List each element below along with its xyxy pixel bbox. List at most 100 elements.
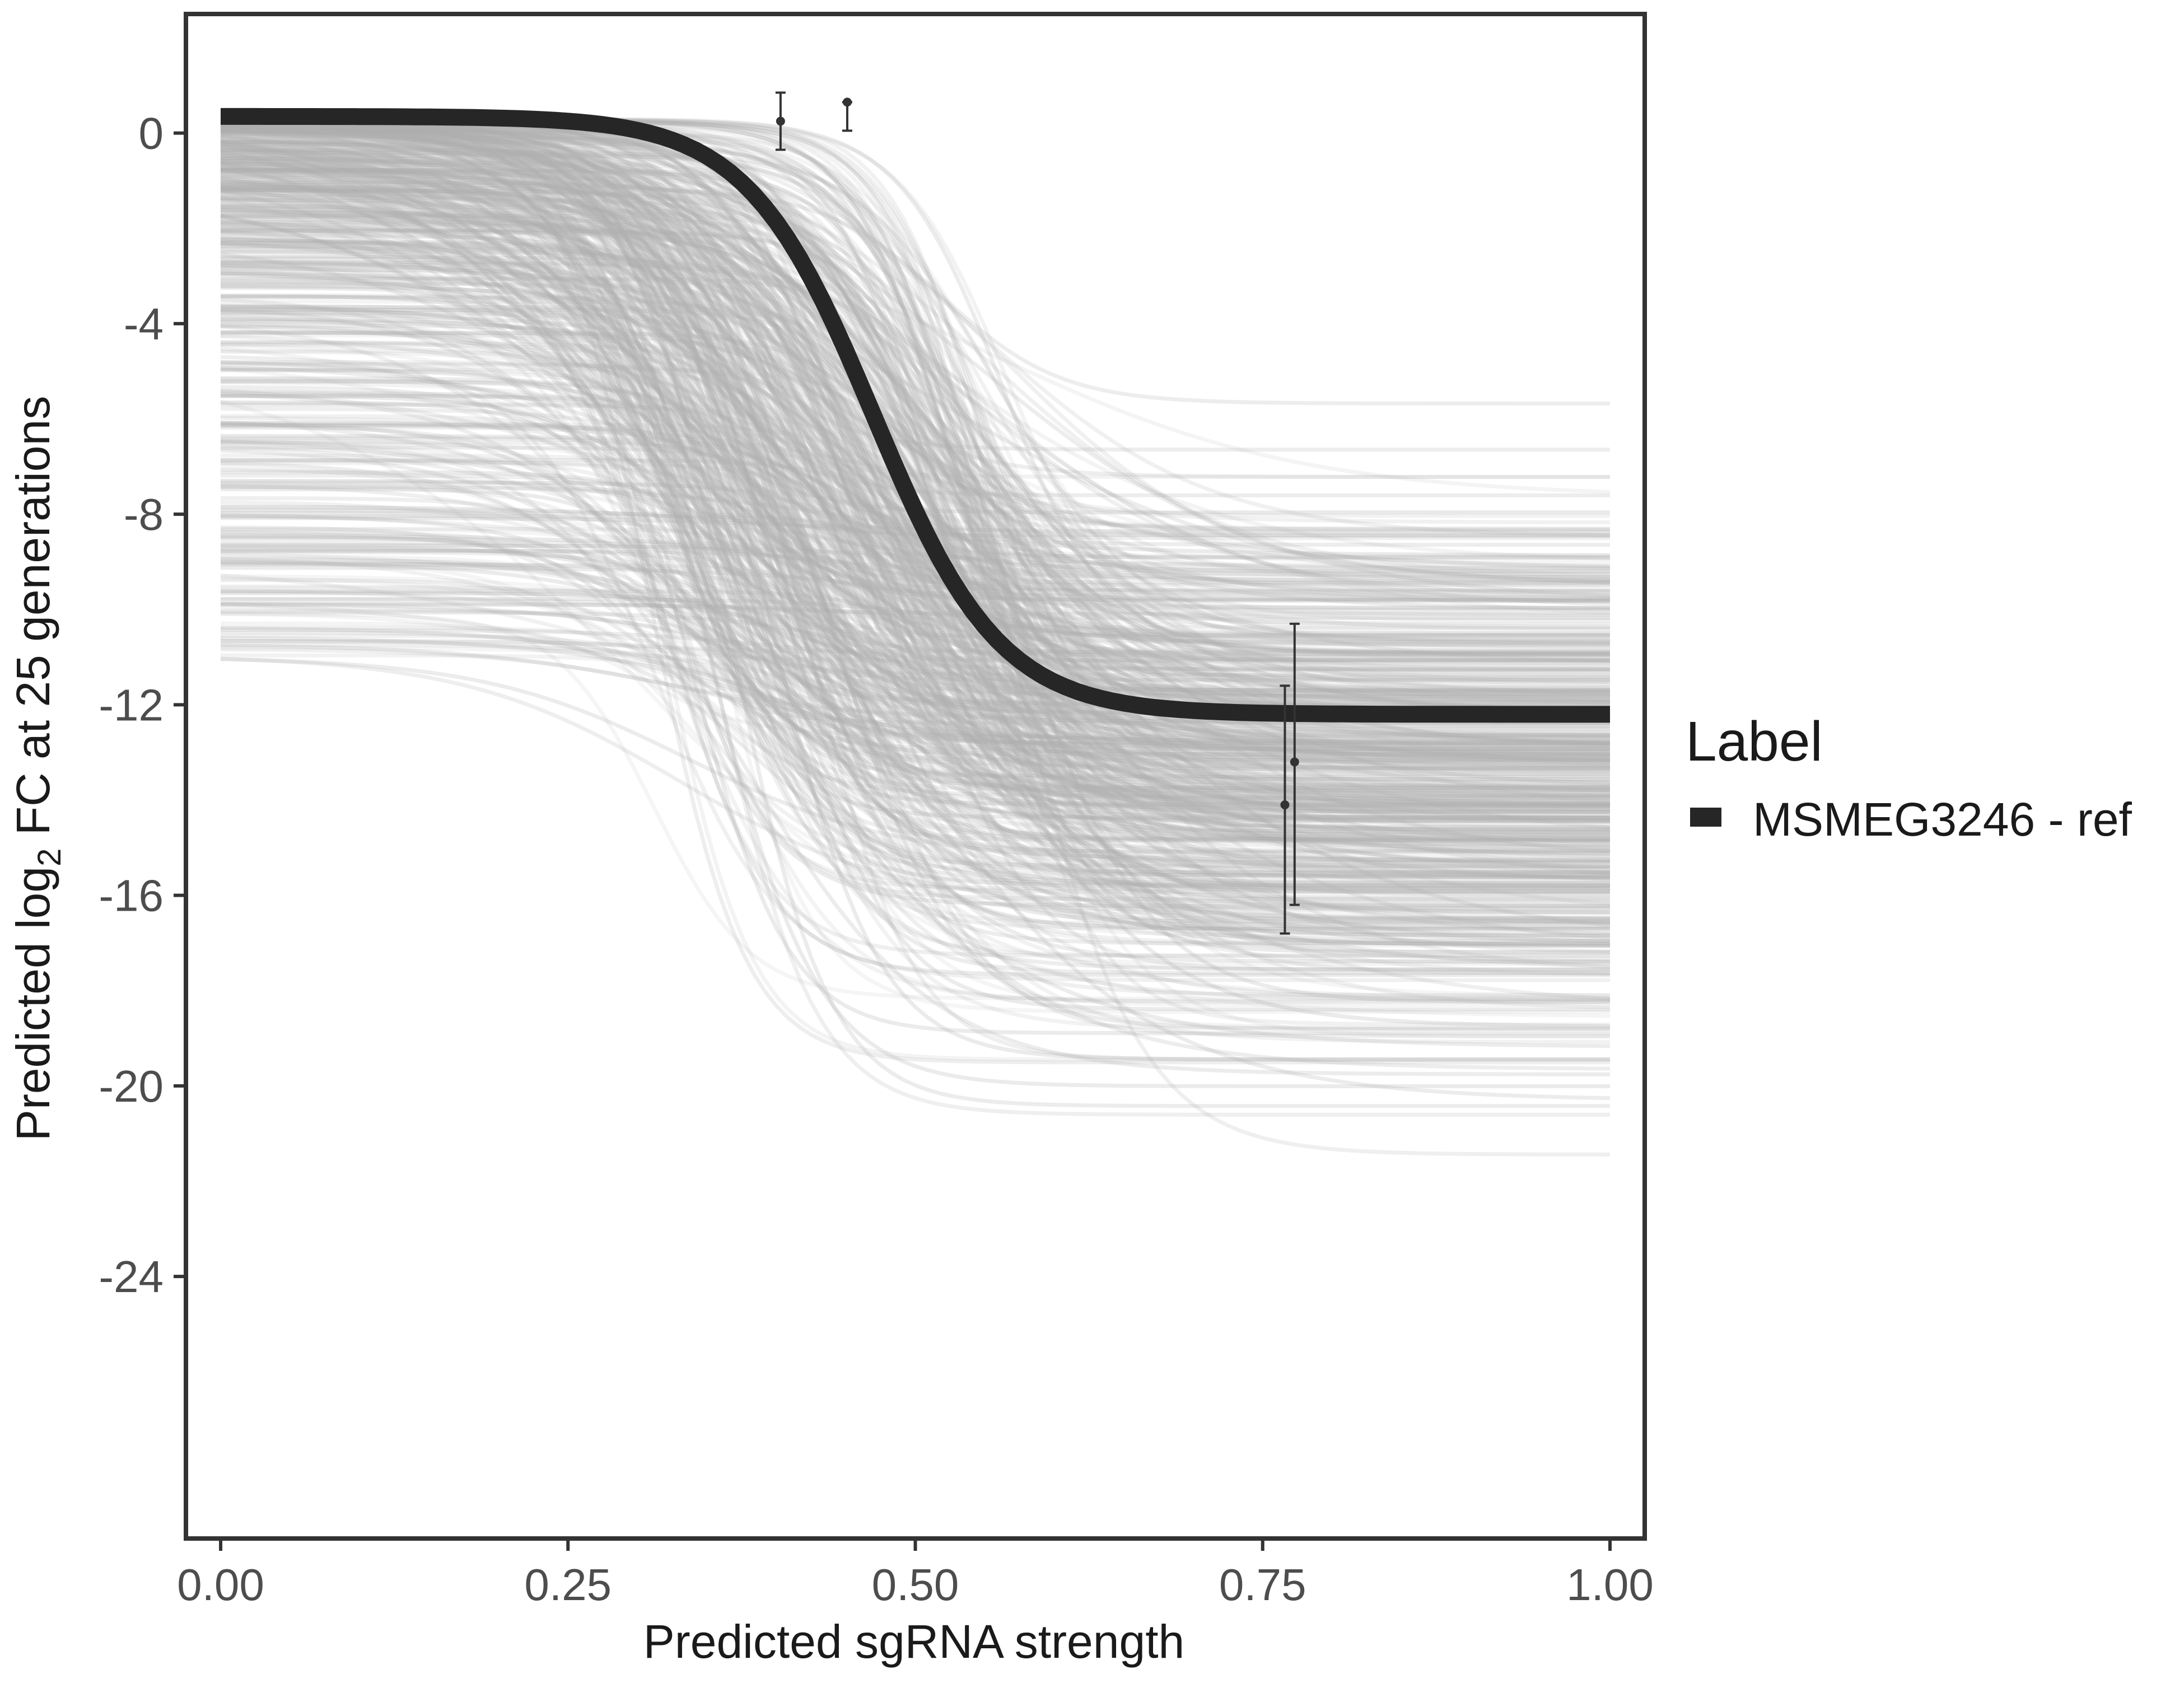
posterior-draw-line <box>220 118 1610 641</box>
posterior-draw-line <box>221 124 1610 814</box>
posterior-draw-line <box>220 377 1610 630</box>
posterior-draw-line <box>220 171 1610 809</box>
posterior-draw-line <box>221 208 1610 642</box>
posterior-draw-line <box>221 394 1610 885</box>
posterior-draw-line <box>221 246 1610 904</box>
observation-point <box>1290 757 1299 767</box>
posterior-draw-line <box>220 304 1610 855</box>
posterior-draw-line <box>220 176 1611 758</box>
posterior-draw-line <box>221 414 1610 958</box>
posterior-draw-line <box>220 124 1610 603</box>
posterior-draw-line <box>220 197 1611 686</box>
posterior-draw-line <box>220 188 1611 749</box>
posterior-draw-line <box>220 124 1611 856</box>
posterior-draw-line <box>220 505 1610 1003</box>
posterior-draw-line <box>221 169 1610 659</box>
posterior-draw-line <box>221 213 1610 479</box>
posterior-draw-line <box>220 349 1610 859</box>
posterior-draw-line <box>221 240 1610 882</box>
posterior-draw-line <box>221 184 1610 742</box>
posterior-draw-line <box>220 118 1611 632</box>
posterior-draw-line <box>220 231 1610 972</box>
observation-point <box>776 116 785 126</box>
posterior-draw-line <box>221 276 1610 954</box>
x-axis: 0.00 0.25 0.50 0.75 1.00 <box>177 1539 1654 1610</box>
posterior-draw-line <box>220 249 1610 658</box>
posterior-draw-line <box>220 260 1611 745</box>
posterior-draw-line <box>220 349 1610 784</box>
posterior-draw-line <box>221 168 1610 868</box>
posterior-draw-line <box>220 448 1611 1071</box>
posterior-draw-line <box>221 340 1610 537</box>
posterior-draw-line <box>220 297 1611 775</box>
posterior-draw-line <box>220 444 1611 807</box>
posterior-draw-line <box>221 263 1610 734</box>
posterior-draw-line <box>221 124 1610 975</box>
posterior-draw-line <box>220 141 1611 813</box>
posterior-draw-line <box>220 576 1610 896</box>
posterior-draw-line <box>220 507 1611 809</box>
posterior-draw-line <box>220 128 1610 929</box>
posterior-draw-line <box>221 610 1610 808</box>
posterior-draw-line <box>220 189 1611 874</box>
posterior-draw-line <box>220 560 1610 821</box>
posterior-draw-line <box>221 167 1610 762</box>
posterior-draw-line <box>221 131 1610 756</box>
posterior-draw-line <box>220 639 1610 807</box>
posterior-draw-line <box>220 121 1611 856</box>
posterior-draw-line <box>220 120 1611 852</box>
posterior-draw-line <box>221 180 1610 658</box>
posterior-draw-line <box>221 215 1610 889</box>
posterior-draw-line <box>220 136 1610 911</box>
posterior-draw-line <box>221 299 1610 612</box>
posterior-draw-line <box>220 514 1610 756</box>
posterior-draw-line <box>220 500 1610 735</box>
legend: Label MSMEG3246 - ref <box>1686 710 2132 846</box>
posterior-draw-line <box>220 208 1610 635</box>
posterior-draw-line <box>221 511 1610 802</box>
posterior-draw-line <box>220 525 1610 754</box>
posterior-draw-line <box>220 143 1610 807</box>
posterior-draw-line <box>220 120 1610 1108</box>
posterior-draw-line <box>221 234 1610 692</box>
posterior-draw-line <box>220 195 1611 921</box>
posterior-draw-line <box>221 166 1610 808</box>
posterior-draw-line <box>220 380 1611 654</box>
posterior-draw-line <box>220 177 1611 768</box>
y-tick-label: -4 <box>124 299 164 349</box>
posterior-draw-line <box>220 124 1610 966</box>
posterior-draw-line <box>221 484 1610 745</box>
posterior-draw-line <box>221 533 1610 705</box>
posterior-draw-line <box>221 625 1610 945</box>
posterior-draw-line <box>220 225 1610 593</box>
posterior-draw-line <box>221 169 1610 854</box>
posterior-draw-line <box>221 542 1610 571</box>
posterior-draw-line <box>221 341 1610 964</box>
posterior-draw-line <box>220 143 1611 690</box>
y-tick-label: 0 <box>139 109 164 158</box>
posterior-draw-line <box>220 120 1611 694</box>
posterior-draw-line <box>221 157 1611 798</box>
posterior-draw-line <box>220 128 1611 1010</box>
posterior-draw-line <box>221 426 1610 930</box>
posterior-draw-line <box>220 185 1611 583</box>
posterior-draw-line <box>221 603 1610 646</box>
posterior-draw-line <box>221 151 1610 799</box>
posterior-draw-line <box>221 630 1610 874</box>
posterior-draw-line <box>220 166 1611 785</box>
posterior-draw-line <box>221 441 1610 805</box>
posterior-draw-line <box>220 222 1610 637</box>
x-tick-label: 0.00 <box>177 1560 264 1610</box>
posterior-draw-line <box>220 127 1611 561</box>
posterior-draw-line <box>220 323 1611 747</box>
posterior-draw-line <box>220 120 1611 925</box>
posterior-draw-line <box>220 140 1611 568</box>
posterior-draw-line <box>220 122 1611 964</box>
posterior-draw-line <box>221 129 1610 651</box>
posterior-draw-line <box>221 201 1610 893</box>
posterior-draw-line <box>220 206 1611 615</box>
posterior-draw-line <box>220 530 1610 708</box>
posterior-draw-line <box>221 141 1610 738</box>
legend-label: MSMEG3246 - ref <box>1753 793 2132 846</box>
posterior-draw-line <box>220 128 1611 537</box>
